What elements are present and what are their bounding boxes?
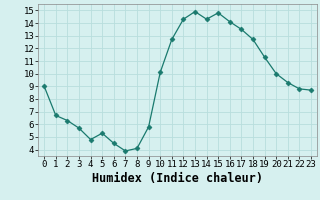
X-axis label: Humidex (Indice chaleur): Humidex (Indice chaleur): [92, 172, 263, 185]
